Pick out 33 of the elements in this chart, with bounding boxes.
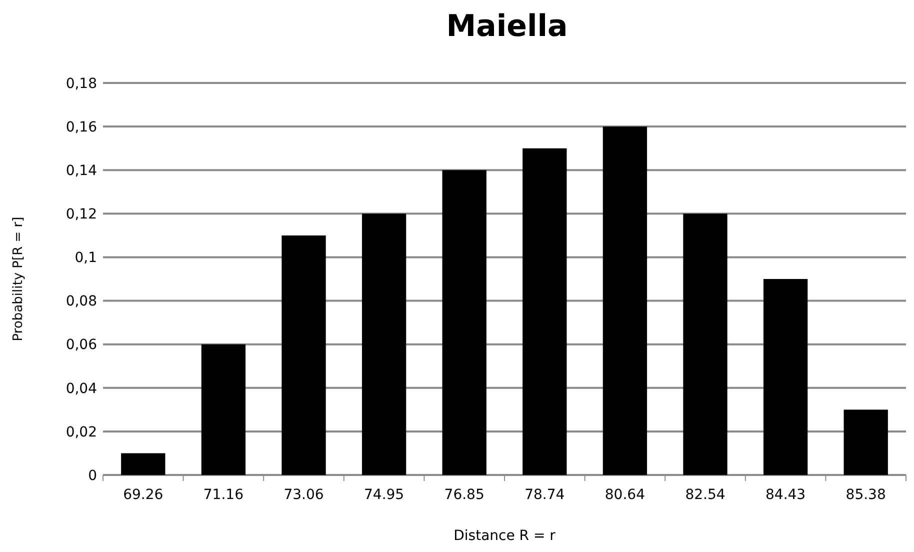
bar [201,344,246,475]
bar [442,170,486,475]
bar [362,214,406,475]
y-tick-label: 0,02 [66,424,97,440]
y-tick-label: 0,14 [66,163,98,180]
bar [844,410,888,475]
bar [763,279,808,475]
x-tick-label: 85.38 [846,487,886,503]
x-tick-label: 82.54 [685,487,726,503]
x-axis-title: Distance R = r [454,528,556,544]
y-tick-label: 0,04 [66,380,98,397]
x-tick-label: 80.64 [604,487,646,503]
y-tick-label: 0,12 [66,206,97,223]
bar [602,126,648,475]
y-tick-label: 0,1 [74,250,97,266]
x-tick-label: 76.85 [444,487,484,503]
y-tick-label: 0,18 [66,76,97,92]
y-tick-label: 0,08 [66,294,97,310]
bar [121,453,166,475]
x-tick-label: 74.95 [364,487,404,503]
y-axis-title: Probability P[R = r] [11,216,26,342]
bar [522,148,567,475]
x-tick-label: 71.16 [203,487,244,503]
chart-title: Maiella [446,9,568,44]
x-tick-label: 73.06 [284,487,324,503]
bar [683,214,728,475]
x-tick-label: 78.74 [524,487,565,503]
y-tick-label: 0 [88,468,97,484]
y-tick-label: 0,06 [66,337,98,354]
bar [282,235,326,475]
y-tick-label: 0,16 [66,119,98,136]
x-tick-label: 69.26 [123,487,164,503]
x-tick-label: 84.43 [766,487,806,503]
